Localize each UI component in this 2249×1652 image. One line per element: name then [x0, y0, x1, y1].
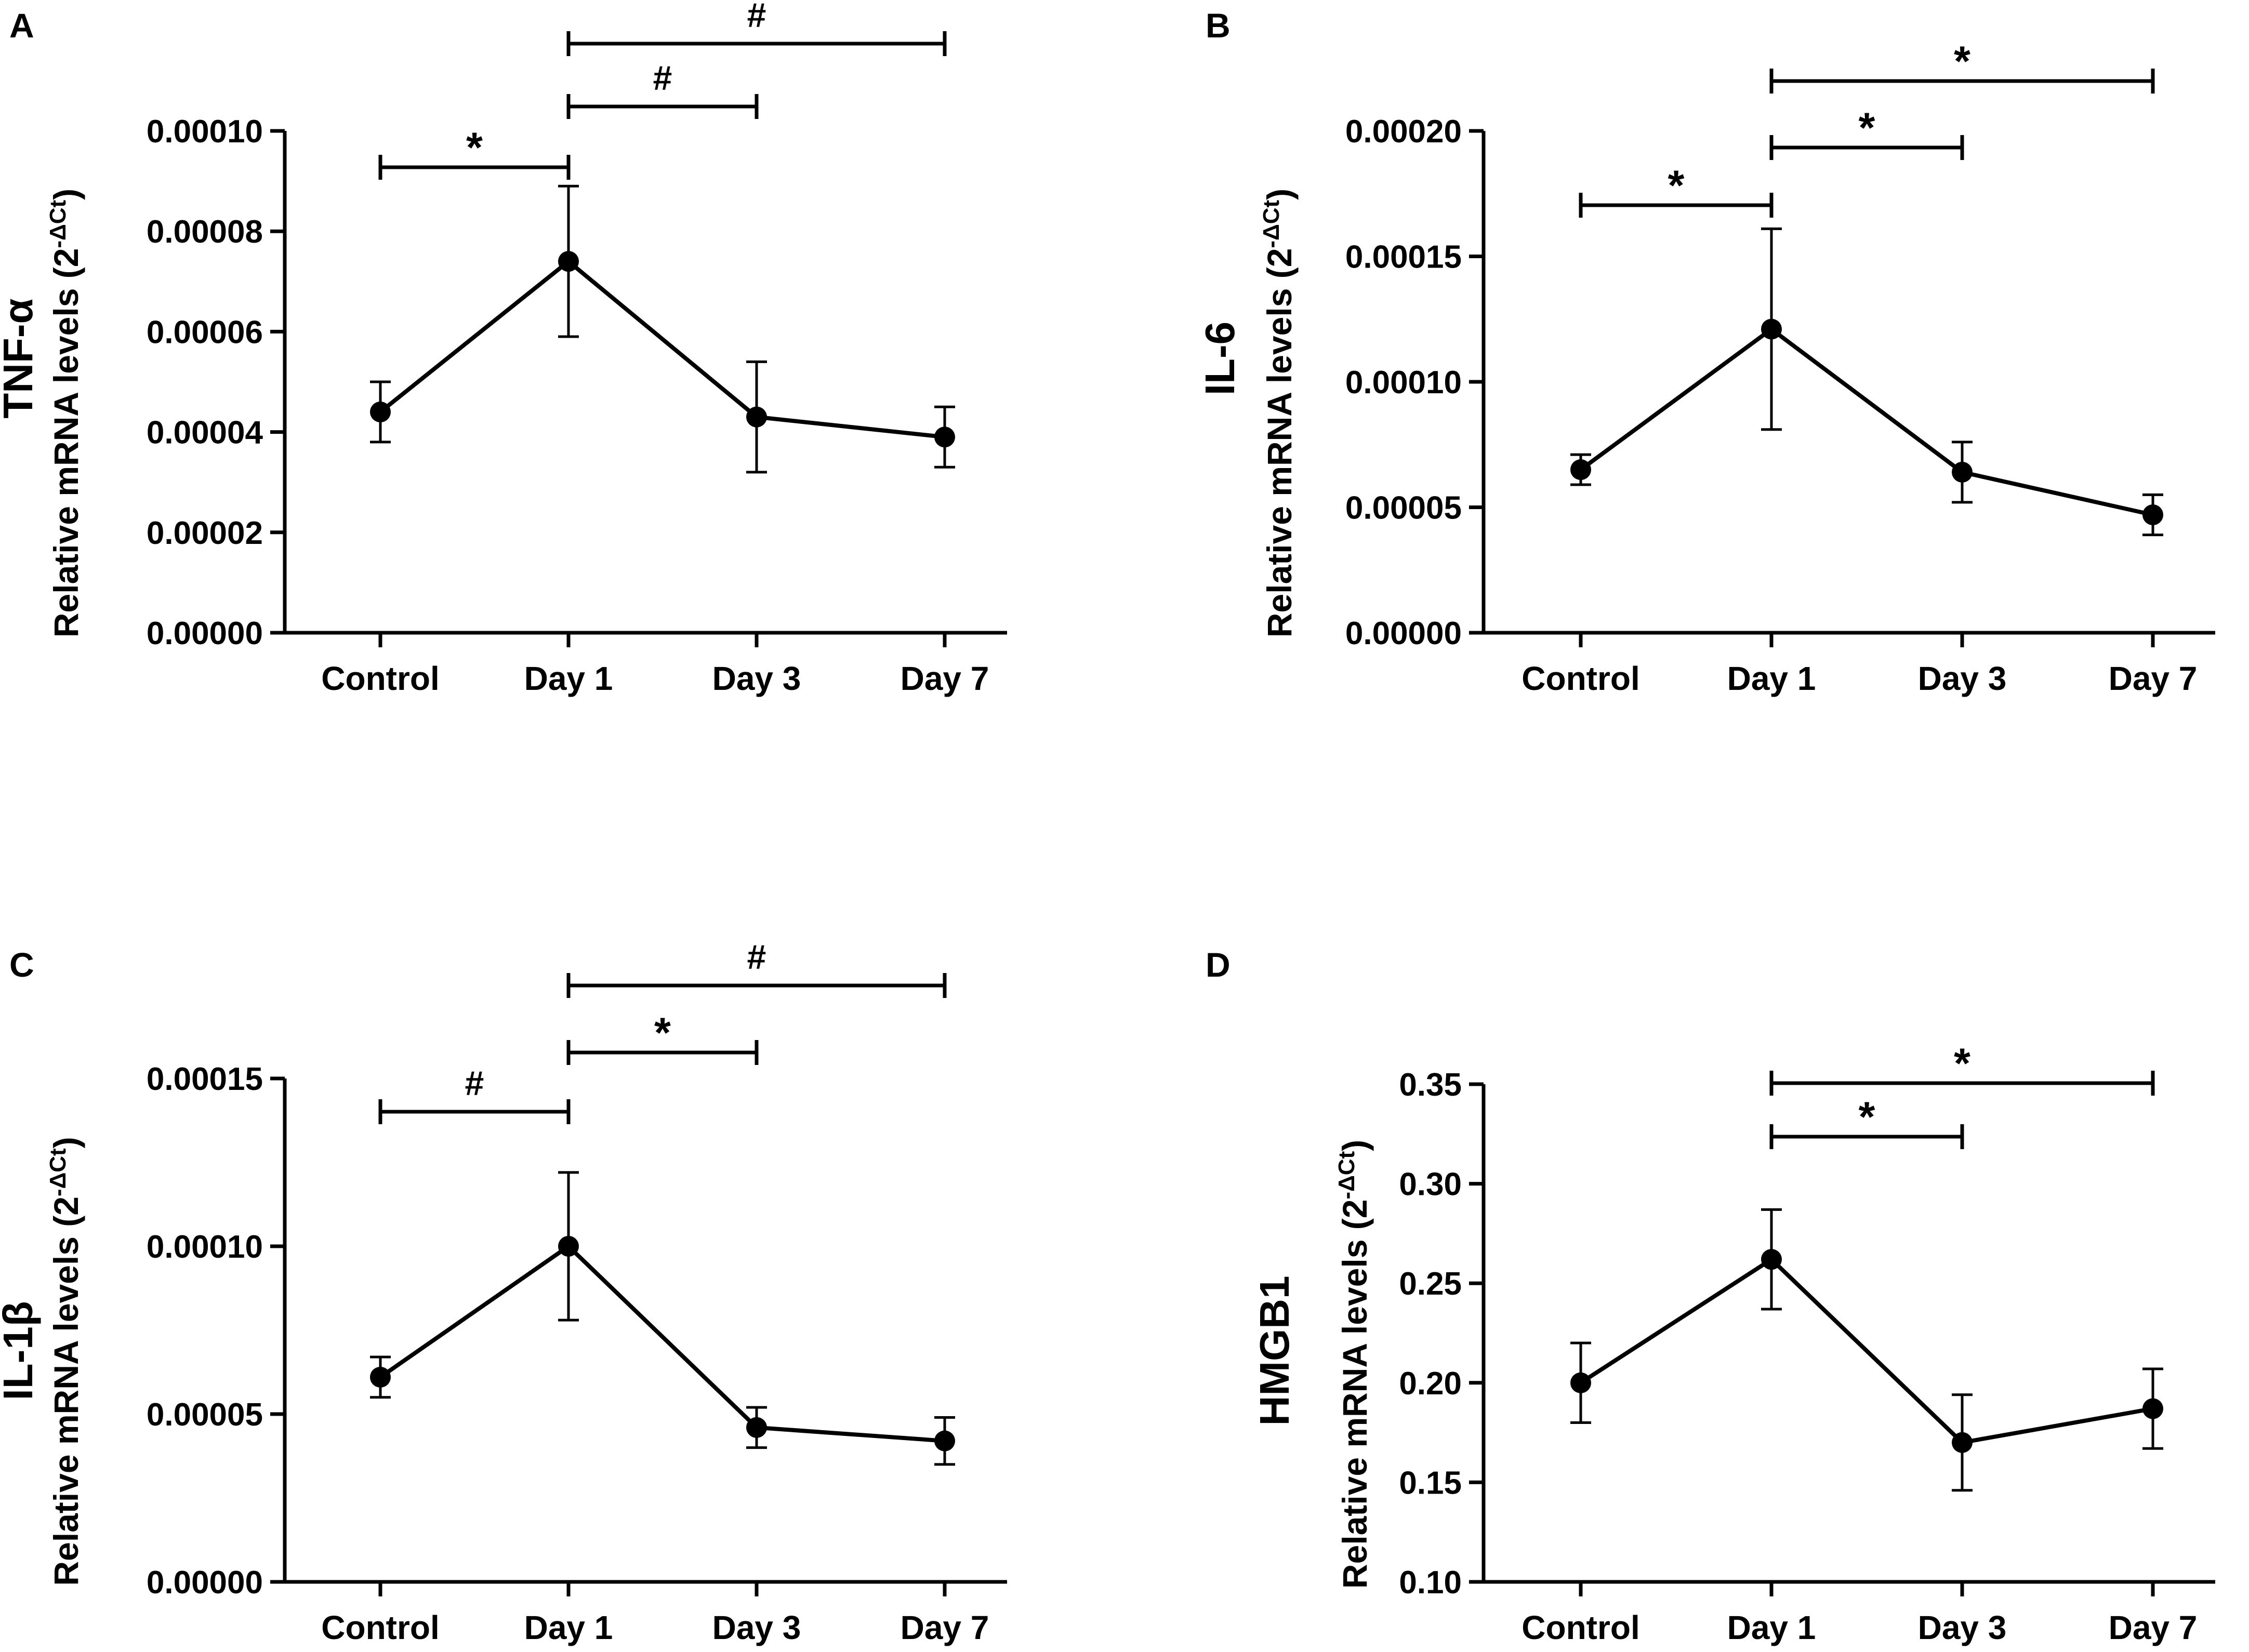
gene-label: HMGB1	[1251, 1276, 1298, 1426]
y-tick-label: 0.00015	[147, 1061, 263, 1097]
y-tick-label: 0.00005	[147, 1397, 263, 1433]
y-tick-label: 0.35	[1399, 1067, 1462, 1103]
x-tick-label: Day 1	[524, 660, 613, 697]
significance-mark: #	[747, 938, 766, 976]
y-tick-label: 0.00020	[1345, 114, 1462, 150]
significance-bracket: *	[1769, 1094, 1964, 1149]
significance-bracket: #	[566, 938, 947, 998]
x-tick-label: Day 1	[524, 1609, 613, 1646]
x-tick-label: Day 7	[2109, 660, 2198, 697]
panel-letter: B	[1206, 6, 1231, 45]
panel-b: B 0.00000 0.00005 0.00010 0.00015 0.00020 Cont…	[1197, 6, 2215, 697]
series-line	[379, 1244, 945, 1443]
x-tick-label: Day 3	[1918, 660, 2007, 697]
significance-mark: *	[466, 124, 483, 171]
data-point	[558, 1236, 579, 1257]
y-tick-label: 0.15	[1399, 1465, 1462, 1501]
x-tick-label: Day 3	[1918, 1609, 2007, 1646]
data-point	[1952, 461, 1973, 483]
y-axis-title: Relative mRNA levels (2-ΔCt)	[1259, 189, 1299, 637]
panel-d: D 0.10 0.15 0.20 0.25 0.30 0.35 Control Day 1 Day…	[1206, 945, 2215, 1646]
y-tick-label: 0.30	[1399, 1167, 1462, 1203]
y-tick-label: 0.00015	[1345, 239, 1462, 275]
gene-label: IL-1β	[0, 1301, 41, 1400]
significance-bracket: *	[1769, 1040, 2155, 1096]
significance-mark: *	[654, 1009, 671, 1057]
y-tick-label: 0.00000	[147, 616, 263, 651]
series-line	[379, 259, 945, 439]
panel-a: A 0.00000 0.00002 0.00004 0.00006 0.00008 0.00…	[0, 0, 1007, 697]
data-point	[746, 1417, 767, 1438]
data-point	[1761, 1249, 1782, 1270]
x-tick-label: Control	[321, 660, 440, 697]
x-tick-label: Control	[1522, 660, 1640, 697]
significance-bracket: *	[1769, 104, 1964, 160]
significance-mark: *	[1859, 1094, 1875, 1141]
data-point	[370, 1366, 391, 1388]
x-tick-label: Day 7	[901, 660, 989, 697]
y-tick-label: 0.00010	[1345, 365, 1462, 401]
significance-mark: *	[1954, 1040, 1970, 1087]
significance-bracket: *	[1579, 162, 1774, 218]
data-point	[558, 251, 579, 272]
y-tick-label: 0.20	[1399, 1366, 1462, 1402]
y-tick-label: 0.00005	[1345, 490, 1462, 526]
significance-mark: #	[653, 59, 672, 97]
significance-bracket: #	[566, 0, 947, 56]
data-point	[746, 406, 767, 428]
data-point	[2142, 504, 2163, 525]
significance-mark: *	[1668, 162, 1685, 209]
data-point	[370, 401, 391, 422]
gene-label: TNF-α	[0, 298, 41, 418]
significance-mark: *	[1859, 104, 1875, 152]
series-line	[1579, 1257, 2153, 1445]
x-tick-label: Day 1	[1727, 1609, 1816, 1646]
data-point	[1570, 459, 1591, 481]
data-point	[1952, 1432, 1973, 1453]
y-tick-label: 0.00002	[147, 515, 263, 551]
data-point	[2142, 1398, 2163, 1419]
y-axis-title: Relative mRNA levels (2-ΔCt)	[1334, 1140, 1374, 1589]
panel-letter: A	[9, 6, 34, 45]
y-axis-title: Relative mRNA levels (2-ΔCt)	[45, 189, 86, 637]
y-tick-label: 0.00010	[147, 1229, 263, 1265]
data-point	[934, 427, 955, 448]
data-point	[1570, 1372, 1591, 1393]
gene-label: IL-6	[1197, 322, 1243, 395]
x-tick-label: Day 7	[901, 1609, 989, 1646]
y-tick-label: 0.00010	[147, 114, 263, 150]
x-tick-label: Day 7	[2109, 1609, 2198, 1646]
significance-bracket: *	[1769, 38, 2155, 94]
panel-c: C 0.00000 0.00005 0.00010 0.00015 Control Day …	[0, 938, 1007, 1646]
significance-mark: *	[1954, 38, 1970, 85]
y-tick-label: 0.00000	[147, 1565, 263, 1601]
y-tick-label: 0.10	[1399, 1565, 1462, 1601]
x-tick-label: Day 3	[712, 1609, 801, 1646]
x-tick-label: Day 3	[712, 660, 801, 697]
y-tick-label: 0.25	[1399, 1266, 1462, 1302]
significance-mark: #	[465, 1064, 484, 1102]
y-axis-title: Relative mRNA levels (2-ΔCt)	[45, 1137, 86, 1586]
data-point	[934, 1430, 955, 1451]
significance-bracket: #	[378, 1064, 571, 1124]
y-tick-label: 0.00008	[147, 214, 263, 250]
panel-letter: D	[1206, 945, 1231, 984]
significance-mark: #	[747, 0, 766, 34]
x-tick-label: Control	[1522, 1609, 1640, 1646]
panel-letter: C	[9, 945, 34, 984]
y-tick-label: 0.00004	[147, 415, 263, 451]
significance-bracket: *	[378, 124, 571, 180]
x-tick-label: Control	[321, 1609, 440, 1646]
data-point	[1761, 318, 1782, 340]
x-tick-label: Day 1	[1727, 660, 1816, 697]
significance-bracket: #	[566, 59, 759, 119]
y-tick-label: 0.00000	[1345, 616, 1462, 651]
series-line	[1579, 327, 2153, 517]
significance-bracket: *	[566, 1009, 759, 1065]
y-tick-label: 0.00006	[147, 314, 263, 350]
